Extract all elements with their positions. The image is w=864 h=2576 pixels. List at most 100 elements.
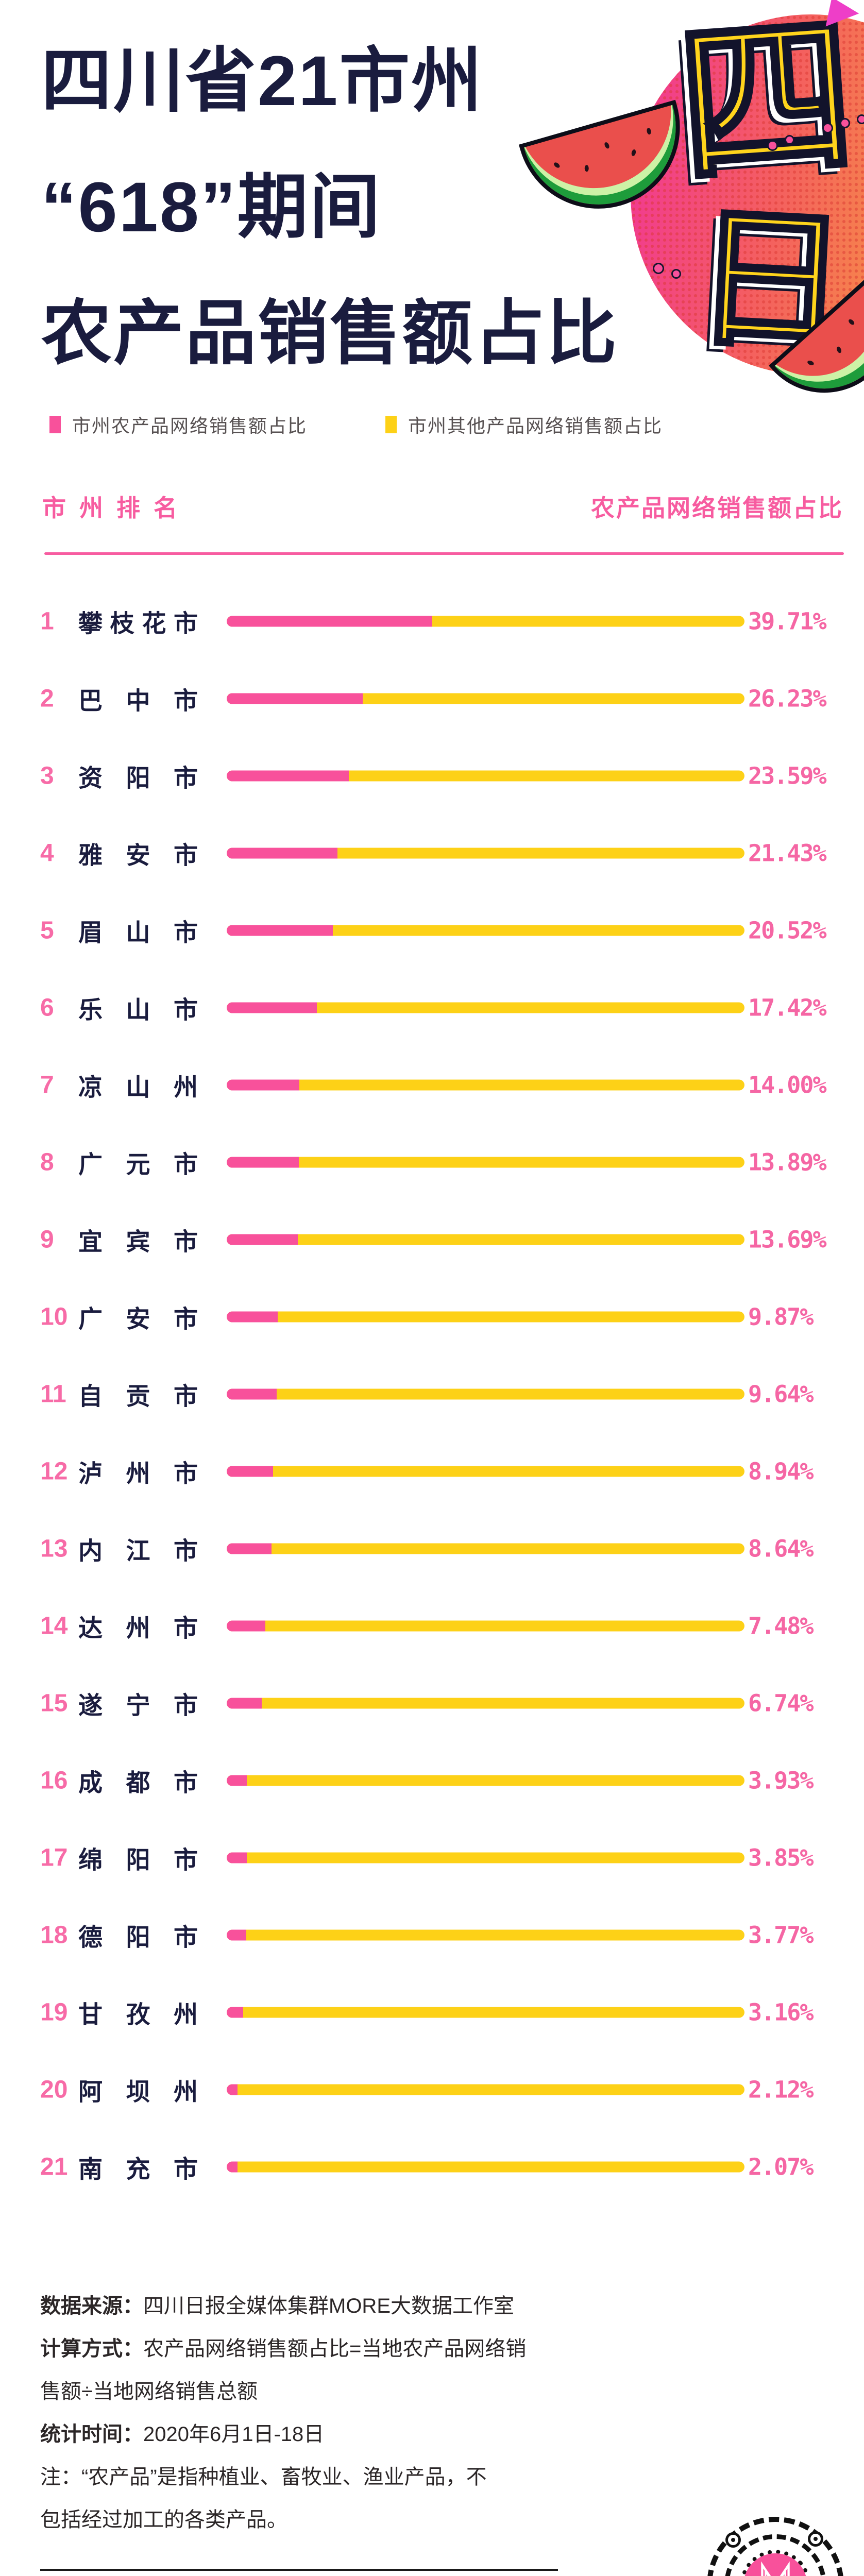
qr-eye bbox=[808, 2531, 823, 2547]
percent-label: 21.43% bbox=[748, 839, 827, 867]
rank-label: 19 bbox=[40, 1998, 68, 2026]
ratio-bar-agri-segment bbox=[227, 770, 349, 782]
table-row: 20 阿坝州 2.12% bbox=[0, 2051, 864, 2128]
footer-line-text: 农产品网络销售额占比=当地农产品网络销 bbox=[143, 2337, 527, 2360]
percent-label: 2.07% bbox=[748, 2153, 814, 2181]
city-name: 乐山市 bbox=[78, 996, 198, 1024]
dot-decoration bbox=[671, 269, 681, 279]
table-row: 1 攀枝花市 39.71% bbox=[0, 583, 864, 660]
rank-label: 13 bbox=[40, 1535, 68, 1563]
dot-decoration bbox=[767, 140, 778, 151]
city-name: 眉山市 bbox=[78, 919, 198, 946]
dot-decoration bbox=[840, 118, 850, 128]
rank-label: 10 bbox=[40, 1303, 68, 1331]
footer-divider bbox=[40, 2569, 558, 2571]
rank-label: 3 bbox=[40, 762, 54, 790]
rank-label: 7 bbox=[40, 1071, 54, 1099]
ratio-bar-agri-segment bbox=[227, 1311, 278, 1323]
percent-label: 2.12% bbox=[748, 2076, 814, 2104]
percent-label: 23.59% bbox=[748, 762, 827, 790]
city-name: 广元市 bbox=[78, 1150, 198, 1178]
city-name: 雅安市 bbox=[78, 841, 198, 869]
ratio-bar bbox=[227, 2084, 744, 2095]
ratio-bar-agri-segment bbox=[227, 1543, 272, 1554]
ratio-bar bbox=[227, 848, 744, 859]
footer-line: 数据来源： 四川日报全媒体集群MORE大数据工作室 bbox=[40, 2282, 526, 2325]
percent-label: 7.48% bbox=[748, 1612, 814, 1640]
ratio-bar bbox=[227, 1388, 744, 1400]
rank-label: 16 bbox=[40, 1767, 68, 1794]
ratio-bar bbox=[227, 1079, 744, 1091]
city-name: 宜宾市 bbox=[78, 1228, 198, 1256]
footer-line: 统计时间： 2020年6月1日-18日 bbox=[40, 2411, 526, 2453]
footer-line-text: 包括经过加工的各类产品。 bbox=[40, 2508, 287, 2531]
city-name: 巴中市 bbox=[78, 687, 198, 715]
qr-eye-pupil bbox=[731, 2538, 735, 2542]
header-rule bbox=[44, 552, 844, 555]
table-row: 12 泸州市 8.94% bbox=[0, 1433, 864, 1510]
percent-label: 3.93% bbox=[748, 1767, 814, 1794]
ratio-bar-agri-segment bbox=[227, 1620, 266, 1632]
percent-label: 14.00% bbox=[748, 1071, 827, 1099]
city-name: 遂宁市 bbox=[78, 1691, 198, 1719]
city-name: 成都市 bbox=[78, 1769, 198, 1797]
ranking-list: 1 攀枝花市 39.71% 2 巴中市 26.23% 3 资阳市 23.59% bbox=[0, 583, 864, 2206]
percent-label: 3.16% bbox=[748, 1998, 814, 2026]
percent-label: 39.71% bbox=[748, 607, 827, 635]
ratio-bar-agri-segment bbox=[227, 1234, 298, 1245]
ratio-bar bbox=[227, 1543, 744, 1554]
watermelon-seed bbox=[836, 346, 842, 354]
ratio-bar bbox=[227, 616, 744, 627]
table-row: 10 广安市 9.87% bbox=[0, 1278, 864, 1355]
ratio-bar bbox=[227, 1698, 744, 1709]
table-row: 8 广元市 13.89% bbox=[0, 1124, 864, 1201]
ratio-bar bbox=[227, 770, 744, 782]
city-name: 攀枝花市 bbox=[78, 609, 198, 637]
ratio-bar-agri-segment bbox=[227, 848, 338, 859]
city-name: 甘孜州 bbox=[78, 2001, 198, 2028]
percent-label: 17.42% bbox=[748, 994, 827, 1022]
ratio-bar-agri-segment bbox=[227, 1775, 247, 1786]
dot-decoration bbox=[822, 123, 833, 133]
rank-label: 18 bbox=[40, 1921, 68, 1949]
title-line-3: 农产品销售额占比 bbox=[41, 294, 619, 373]
footer-line: 包括经过加工的各类产品。 bbox=[40, 2496, 526, 2539]
ratio-bar-agri-segment bbox=[227, 925, 333, 936]
rank-label: 17 bbox=[40, 1844, 68, 1872]
city-name: 自贡市 bbox=[78, 1382, 198, 1410]
rank-label: 21 bbox=[40, 2153, 68, 2181]
footer-line: 售额÷当地网络销售总额 bbox=[40, 2368, 526, 2411]
qr-code: S bbox=[698, 2507, 853, 2576]
percent-label: 3.77% bbox=[748, 1921, 814, 1949]
ratio-bar bbox=[227, 1002, 744, 1013]
city-name: 南充市 bbox=[78, 2155, 198, 2183]
stylized-si-glyph: 四 bbox=[671, 0, 863, 207]
ratio-bar-agri-segment bbox=[227, 2084, 238, 2095]
footer-line: 注：“农产品”是指种植业、畜牧业、渔业产品，不 bbox=[40, 2453, 526, 2496]
table-row: 3 资阳市 23.59% bbox=[0, 737, 864, 815]
rank-label: 9 bbox=[40, 1226, 54, 1253]
table-row: 14 达州市 7.48% bbox=[0, 1587, 864, 1665]
ratio-bar bbox=[227, 1234, 744, 1245]
city-name: 达州市 bbox=[78, 1614, 198, 1642]
dot-decoration bbox=[653, 263, 664, 274]
watermelon-seed bbox=[646, 127, 652, 135]
legend-swatch-pink bbox=[49, 416, 61, 433]
rank-label: 15 bbox=[40, 1689, 68, 1717]
ratio-bar bbox=[227, 2007, 744, 2018]
percent-label: 26.23% bbox=[748, 685, 827, 713]
table-row: 19 甘孜州 3.16% bbox=[0, 1974, 864, 2051]
footer-line-text: 四川日报全媒体集群MORE大数据工作室 bbox=[143, 2294, 514, 2317]
percent-label: 3.85% bbox=[748, 1844, 814, 1872]
dot-decoration bbox=[785, 135, 794, 145]
legend-label: 市州其他产品网络销售额占比 bbox=[408, 415, 663, 436]
watermelon-seed bbox=[631, 149, 637, 157]
table-row: 17 绵阳市 3.85% bbox=[0, 1819, 864, 1896]
ratio-bar bbox=[227, 1852, 744, 1863]
ratio-bar bbox=[227, 925, 744, 936]
title-line-2: “618”期间 bbox=[41, 167, 382, 247]
legend-label: 市州农产品网络销售额占比 bbox=[72, 415, 308, 436]
legend-item-agri: 市州农产品网络销售额占比 bbox=[49, 411, 307, 438]
ratio-bar bbox=[227, 693, 744, 704]
city-name: 泸州市 bbox=[78, 1460, 198, 1487]
